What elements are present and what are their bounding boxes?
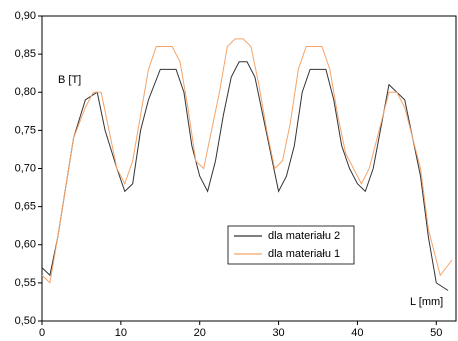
x-tick-label: 50 <box>430 327 442 339</box>
y-axis-label: B [T] <box>58 74 81 86</box>
y-tick-label: 0,90 <box>15 10 36 22</box>
y-tick-label: 0,60 <box>15 239 36 251</box>
x-tick-label: 40 <box>351 327 363 339</box>
x-tick-label: 20 <box>194 327 206 339</box>
y-tick-label: 0,70 <box>15 162 36 174</box>
plot-frame <box>41 15 457 322</box>
legend-box <box>227 225 355 265</box>
y-tick-label: 0,65 <box>15 201 36 213</box>
y-tick-label: 0,55 <box>15 277 36 289</box>
legend-label: dla materiału 2 <box>268 230 340 242</box>
series-line <box>41 38 453 284</box>
y-tick-label: 0,85 <box>15 48 36 60</box>
y-tick-label: 0,75 <box>15 124 36 136</box>
x-tick-label: 10 <box>115 327 127 339</box>
series-line <box>41 61 449 291</box>
legend-label: dla materiału 1 <box>268 248 340 260</box>
x-tick-label: 0 <box>39 327 45 339</box>
y-tick-label: 0,80 <box>15 86 36 98</box>
y-tick-label: 0,50 <box>15 315 36 327</box>
x-axis-label: L [mm] <box>410 296 443 308</box>
x-tick-label: 30 <box>272 327 284 339</box>
